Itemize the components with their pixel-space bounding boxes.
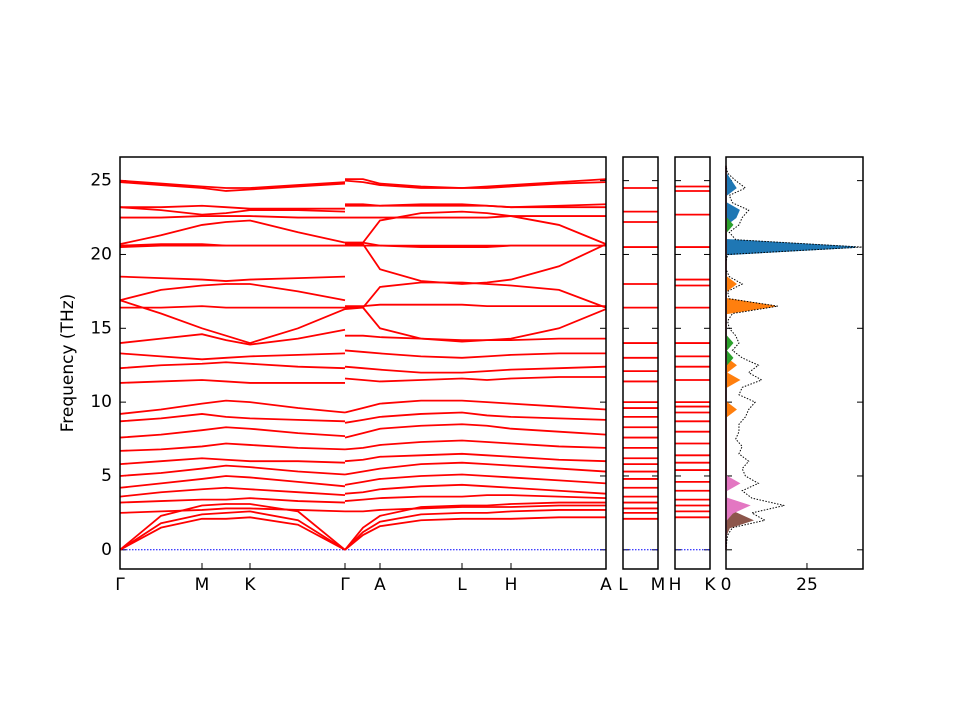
band-line [119,473,607,489]
y-tick-label: 5 [101,466,112,486]
x-tick-label: M [651,575,666,595]
partial-dos [725,165,734,550]
band-line [119,494,607,504]
band-line [119,219,606,248]
x-tick-label: L [618,575,628,595]
x-tick-label: M [195,575,210,595]
band-line [119,399,607,415]
y-tick-label: 0 [101,540,112,560]
band-line [119,501,606,551]
band-line [119,504,606,514]
x-tick-label: L [457,575,467,595]
band-line [119,423,607,439]
band-line [119,376,606,384]
band-line [120,281,607,309]
y-tick-label: 20 [90,244,112,264]
band-line [120,204,606,210]
panel-frame [119,156,607,570]
x-tick-label: A [374,575,386,595]
band-line [119,452,607,466]
panel-frame [674,156,711,570]
band-line [119,283,606,308]
y-axis-label: Frequency (THz) [58,294,78,433]
band-line [119,299,607,345]
y-tick-label: 15 [90,318,112,338]
band-line [119,509,606,551]
panel-frame [725,156,864,570]
partial-dos [725,165,856,550]
band-line [119,203,607,216]
x-tick-label: K [704,575,716,595]
x-tick-label: 0 [721,575,732,595]
x-tick-label: H [669,575,682,595]
band-line [119,516,606,551]
band-line [119,328,606,346]
band-line [119,349,606,361]
x-tick-label: 25 [796,575,818,595]
x-tick-label: A [600,575,612,595]
band-line [119,361,607,374]
y-tick-label: 10 [90,392,112,412]
band-line [119,411,607,424]
band-line [120,215,606,219]
band-line [119,439,607,452]
x-tick-label: H [505,575,518,595]
x-tick-label: Γ [340,575,350,595]
band-line [119,461,607,477]
total-dos [725,165,863,550]
band-line [119,243,607,285]
band-line [119,179,607,192]
x-tick-label: K [244,575,256,595]
y-tick-label: 25 [90,171,112,191]
panel-frame [622,156,659,570]
band-line [119,483,607,498]
x-tick-label: Γ [115,575,125,595]
